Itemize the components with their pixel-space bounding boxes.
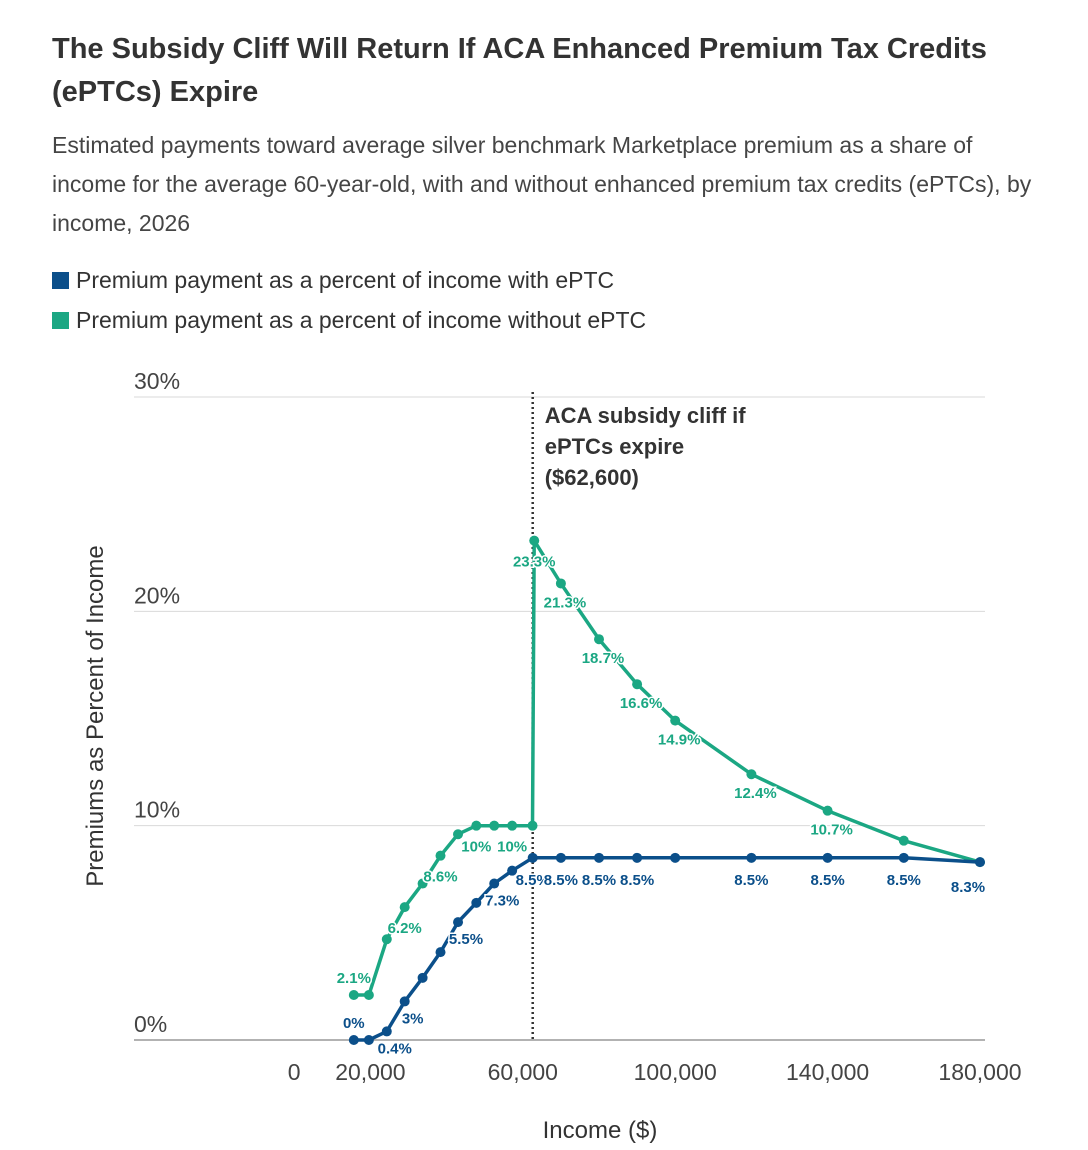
data-label-without-eptc: 8.6% [423,869,457,886]
data-label-without-eptc: 10% [497,839,527,856]
data-point-with-eptc [381,1026,392,1037]
x-tick-label: 60,000 [488,1059,558,1085]
data-point-without-eptc [746,769,757,780]
data-point-without-eptc [632,679,643,690]
data-point-without-eptc [417,878,428,889]
data-point-without-eptc [555,578,566,589]
data-point-without-eptc [489,820,500,831]
data-label-with-eptc: 3% [402,1010,424,1027]
x-axis-title: Income ($) [543,1117,658,1144]
data-point-without-eptc [529,535,540,546]
series-line-without-eptc [353,538,981,997]
data-point-with-eptc [417,972,428,983]
data-point-with-eptc [363,1035,374,1045]
data-label-with-eptc: 8.5% [887,872,921,889]
data-point-without-eptc [670,715,681,726]
data-point-without-eptc [594,634,604,645]
legend-item-with-eptc: Premium payment as a percent of income w… [52,260,646,300]
legend-label-with-eptc: Premium payment as a percent of income w… [76,266,615,293]
data-point-with-eptc [822,852,833,863]
data-label-without-eptc: 2.1% [337,970,371,987]
data-point-with-eptc [435,947,446,958]
x-axis-ticks: 0 20,000 60,000 100,000 140,000 180,000 [288,1059,1022,1085]
y-tick-label: 30% [134,368,180,394]
data-label-with-eptc: 8.5% [544,872,578,889]
data-point-without-eptc [507,820,518,831]
legend-swatch-with-eptc [52,271,69,289]
x-tick-label: 0 [288,1059,301,1085]
data-point-with-eptc [507,865,518,876]
y-tick-label: 0% [134,1011,167,1037]
x-tick-label: 140,000 [786,1059,869,1085]
data-label-without-eptc: 14.9% [658,732,701,749]
y-axis-ticks: 0% 10% 20% 30% [134,368,180,1037]
data-label-with-eptc: 7.3% [485,893,519,910]
y-axis-title: Premiums as Percent of Income [82,545,109,886]
cliff-annotation-text: ACA subsidy cliff if [545,403,747,428]
legend: Premium payment as a percent of income w… [52,260,646,340]
y-tick-label: 20% [134,582,180,608]
data-point-without-eptc [363,989,374,1000]
data-point-with-eptc [898,852,909,863]
data-label-without-eptc: 10% [461,839,491,856]
data-point-without-eptc [435,850,446,861]
data-point-with-eptc [399,996,410,1007]
data-label-with-eptc: 8.5% [516,872,550,889]
data-point-without-eptc [399,902,410,913]
data-point-with-eptc [489,878,500,889]
data-point-without-eptc [527,820,538,831]
data-point-with-eptc [348,1035,359,1045]
data-label-without-eptc: 16.6% [620,695,663,712]
cliff-annotation: ACA subsidy cliff if ePTCs expire ($62,600… [531,392,747,1040]
data-label-without-eptc: 10.7% [810,822,853,839]
data-label-with-eptc: 0.4% [378,1040,412,1057]
data-point-with-eptc [594,852,604,863]
data-point-with-eptc [670,852,681,863]
data-point-with-eptc [555,852,566,863]
legend-label-without-eptc: Premium payment as a percent of income w… [76,306,647,333]
data-label-with-eptc: 5.5% [449,931,483,948]
data-label-with-eptc: 8.5% [620,872,654,889]
x-tick-label: 180,000 [938,1059,1021,1085]
data-label-with-eptc: 8.5% [810,872,844,889]
data-point-without-eptc [898,835,909,846]
legend-item-without-eptc: Premium payment as a percent of income w… [52,300,646,340]
data-point-with-eptc [471,897,482,908]
x-tick-label: 100,000 [634,1059,717,1085]
gridlines [134,396,985,1041]
data-point-without-eptc [348,989,359,1000]
y-tick-label: 10% [134,797,180,823]
series [348,535,985,1045]
data-label-without-eptc: 12.4% [734,785,777,802]
data-label-with-eptc: 8.3% [951,879,985,896]
chart-title: The Subsidy Cliff Will Return If ACA Enh… [52,33,987,108]
data-point-with-eptc [527,852,538,863]
data-point-without-eptc [453,829,464,840]
cliff-annotation-text: ($62,600) [545,465,639,490]
x-tick-label: 20,000 [335,1059,405,1085]
data-point-without-eptc [822,805,833,816]
legend-swatch-without-eptc [52,311,69,329]
data-label-with-eptc: 8.5% [734,872,768,889]
data-point-with-eptc [453,917,464,928]
data-point-with-eptc [975,857,985,868]
data-point-without-eptc [471,820,482,831]
cliff-annotation-text: ePTCs expire [545,434,684,459]
data-labels: 0%0.4%3%5.5%7.3%8.5%8.5% 8.5% 8.5% 8.5% 8.5%… [335,552,986,1059]
data-label-with-eptc: 8.5% [582,872,616,889]
data-label-with-eptc: 0% [343,1015,365,1032]
data-label-without-eptc: 18.7% [582,650,625,667]
chart-subtitle: Estimated payments toward average silver… [52,132,1032,236]
data-label-without-eptc: 6.2% [388,920,422,937]
data-point-with-eptc [746,852,757,863]
data-label-without-eptc: 21.3% [544,594,587,611]
data-point-with-eptc [632,852,643,863]
data-point-without-eptc [381,934,392,945]
data-label-without-eptc: 23.3% [513,554,556,571]
